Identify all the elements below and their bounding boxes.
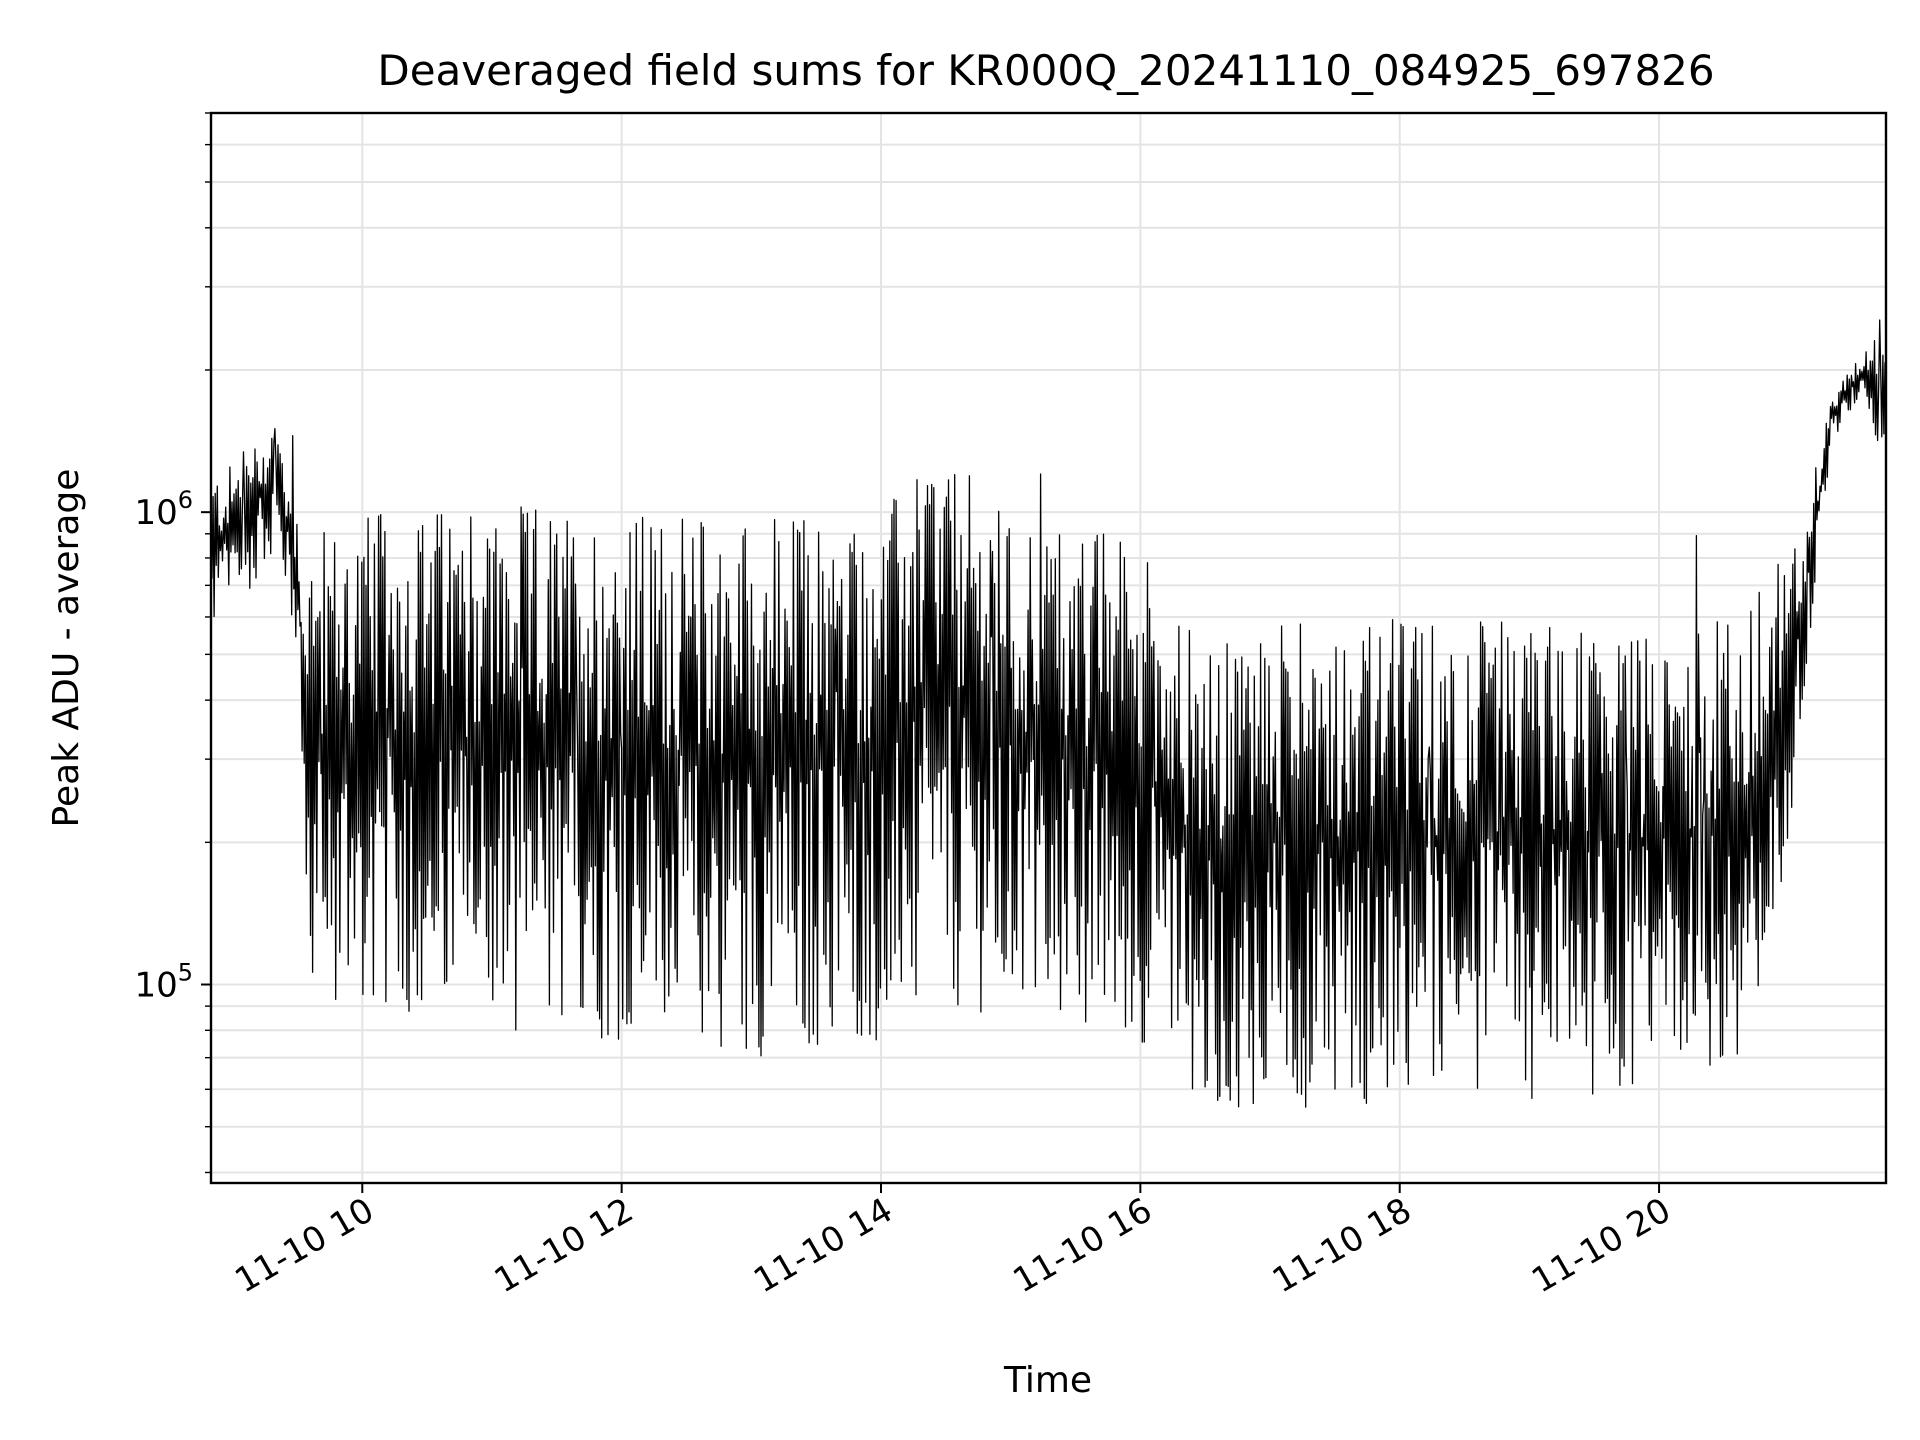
x-axis-label: Time [1003,1360,1092,1401]
chart-title: Deaveraged field sums for KR000Q_2024111… [377,46,1714,95]
y-tick-label: 105 [134,959,193,1006]
data-layer [210,319,1887,1108]
y-axis-label: Peak ADU - average [46,469,87,828]
plot-frame [209,111,1888,1185]
y-tick-label: 106 [134,486,193,533]
series-line [210,319,1887,1108]
